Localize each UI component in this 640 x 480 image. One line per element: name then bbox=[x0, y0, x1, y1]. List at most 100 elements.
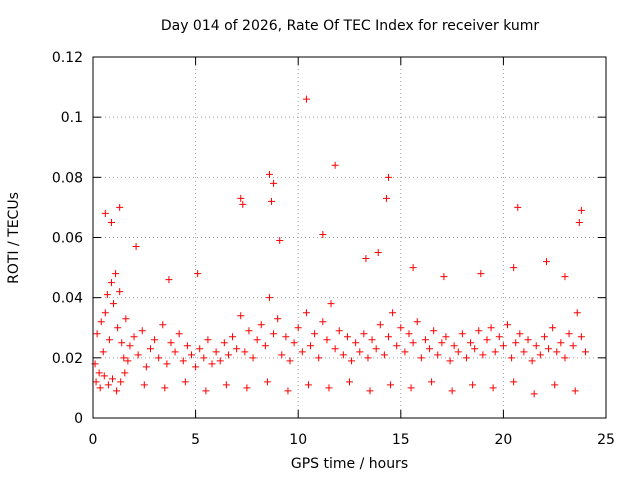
data-point bbox=[243, 384, 251, 392]
data-point bbox=[130, 333, 138, 341]
x-tick-label: 15 bbox=[392, 432, 410, 448]
data-point bbox=[364, 354, 372, 362]
data-point bbox=[483, 336, 491, 344]
data-point bbox=[448, 387, 456, 395]
data-point bbox=[307, 342, 315, 350]
data-point bbox=[571, 387, 579, 395]
data-point bbox=[196, 345, 204, 353]
data-point bbox=[179, 357, 187, 365]
data-point bbox=[315, 354, 323, 362]
data-point bbox=[430, 327, 438, 335]
data-point bbox=[270, 179, 278, 187]
data-point bbox=[302, 309, 310, 317]
data-point bbox=[284, 387, 292, 395]
data-point bbox=[368, 336, 376, 344]
data-point bbox=[113, 387, 121, 395]
data-point bbox=[440, 273, 448, 281]
data-point bbox=[362, 255, 370, 263]
x-axis-label: GPS time / hours bbox=[290, 456, 409, 472]
data-point bbox=[222, 381, 230, 389]
x-tick-label: 0 bbox=[89, 432, 98, 448]
data-point bbox=[151, 336, 159, 344]
data-point bbox=[132, 243, 140, 251]
data-point bbox=[95, 369, 103, 377]
data-point bbox=[200, 354, 208, 362]
data-point bbox=[175, 330, 183, 338]
data-point bbox=[524, 336, 532, 344]
data-point bbox=[99, 348, 107, 356]
data-point bbox=[510, 378, 518, 386]
data-point bbox=[458, 330, 466, 338]
data-point bbox=[208, 360, 216, 368]
data-point bbox=[112, 270, 120, 278]
data-point bbox=[146, 345, 154, 353]
data-point bbox=[549, 324, 557, 332]
data-point bbox=[96, 384, 104, 392]
data-point bbox=[237, 194, 245, 202]
data-point bbox=[116, 288, 124, 296]
tick-layer: 0 0.02 0.04 0.06 0.08 0.1 0.12 0 5 10 15 20 25 bbox=[52, 50, 615, 448]
data-point bbox=[237, 312, 245, 320]
data-point bbox=[229, 333, 237, 341]
data-point bbox=[510, 264, 518, 272]
data-point bbox=[253, 336, 261, 344]
data-point bbox=[274, 315, 282, 323]
data-point bbox=[389, 309, 397, 317]
points-layer bbox=[91, 95, 589, 398]
data-point bbox=[97, 318, 105, 326]
data-point bbox=[105, 336, 113, 344]
data-point bbox=[528, 357, 536, 365]
data-point bbox=[405, 330, 413, 338]
data-point bbox=[356, 348, 364, 356]
data-point bbox=[323, 336, 331, 344]
data-point bbox=[118, 339, 126, 347]
data-point bbox=[561, 354, 569, 362]
x-tick-label: 10 bbox=[289, 432, 307, 448]
data-point bbox=[397, 324, 405, 332]
data-point bbox=[224, 351, 232, 359]
data-point bbox=[121, 369, 129, 377]
plot-frame bbox=[92, 56, 607, 419]
data-point bbox=[107, 279, 115, 287]
data-point bbox=[335, 327, 343, 335]
data-point bbox=[159, 321, 167, 329]
data-point bbox=[290, 339, 298, 347]
data-point bbox=[542, 258, 550, 266]
data-point bbox=[477, 270, 485, 278]
data-point bbox=[508, 354, 516, 362]
data-point bbox=[469, 381, 477, 389]
data-point bbox=[319, 318, 327, 326]
y-tick-label: 0 bbox=[74, 411, 83, 427]
data-point bbox=[438, 339, 446, 347]
data-point bbox=[450, 342, 458, 350]
data-point bbox=[380, 351, 388, 359]
data-point bbox=[140, 381, 148, 389]
data-point bbox=[374, 249, 382, 257]
data-point bbox=[372, 345, 380, 353]
data-point bbox=[479, 351, 487, 359]
data-point bbox=[446, 357, 454, 365]
data-point bbox=[343, 333, 351, 341]
data-point bbox=[401, 348, 409, 356]
data-point bbox=[249, 354, 257, 362]
data-point bbox=[581, 348, 589, 356]
data-point bbox=[202, 387, 210, 395]
data-point bbox=[187, 351, 195, 359]
x-tick-label: 25 bbox=[597, 432, 615, 448]
data-point bbox=[100, 372, 108, 380]
data-point bbox=[360, 330, 368, 338]
data-point bbox=[348, 357, 356, 365]
x-tick-label: 5 bbox=[191, 432, 200, 448]
data-point bbox=[331, 345, 339, 353]
data-point bbox=[561, 273, 569, 281]
data-point bbox=[120, 354, 128, 362]
data-point bbox=[122, 315, 130, 323]
data-point bbox=[387, 381, 395, 389]
data-point bbox=[553, 348, 561, 356]
data-point bbox=[212, 348, 220, 356]
data-point bbox=[331, 161, 339, 169]
data-point bbox=[204, 336, 212, 344]
data-point bbox=[409, 264, 417, 272]
data-point bbox=[92, 378, 100, 386]
